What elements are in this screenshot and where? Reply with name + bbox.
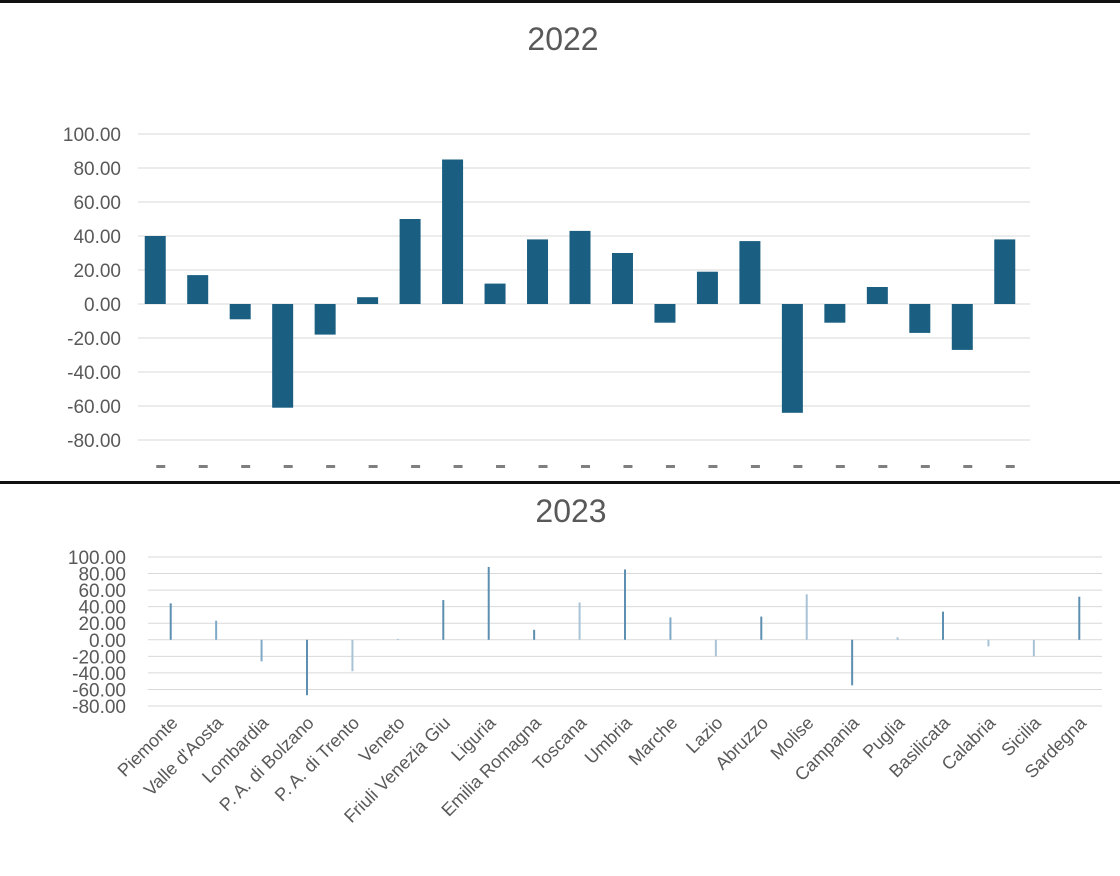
bar — [314, 304, 336, 335]
bar — [187, 275, 209, 304]
y-tick-label: 20.00 — [78, 614, 126, 635]
bar — [484, 283, 506, 304]
x-tick-label-fragment — [496, 465, 506, 468]
bar — [399, 219, 421, 304]
bar — [781, 304, 803, 413]
y-tick-label: 60.00 — [78, 581, 126, 602]
bar — [442, 600, 445, 640]
bar — [306, 639, 308, 696]
x-tick-label-fragment — [326, 465, 336, 468]
y-tick-label: 80.00 — [73, 159, 121, 180]
bar — [357, 297, 379, 304]
x-tick-label-fragment — [581, 465, 590, 468]
chart-2022-panel: 2022 100.00 80.00 60.00 40.00 20.00 0.00 -20.00… — [0, 0, 1120, 468]
bar — [987, 639, 990, 647]
y-tick-label: 100.00 — [63, 125, 121, 146]
y-tick-label: 60.00 — [73, 193, 121, 214]
x-tick-label-fragment — [793, 465, 803, 468]
chart-title: 2022 — [527, 21, 598, 57]
y-tick-label: -60.00 — [67, 397, 121, 418]
x-tick-label-fragment — [411, 465, 421, 468]
bar — [696, 271, 718, 304]
bar — [951, 304, 973, 350]
y-tick-label: -80.00 — [67, 431, 121, 452]
y-tick-label: -80.00 — [72, 697, 126, 718]
bar — [760, 616, 763, 640]
x-tick-label-fragment — [538, 465, 548, 468]
x-tick-label-fragment — [665, 465, 675, 468]
x-tick-label-fragment — [750, 465, 760, 468]
bar — [942, 611, 944, 640]
bar — [144, 236, 166, 304]
x-tick-label-fragment — [241, 465, 251, 468]
bar — [533, 629, 536, 640]
x-tick-label-fragment — [878, 465, 888, 468]
bar — [229, 304, 251, 320]
bar — [169, 603, 172, 640]
bar — [909, 304, 931, 333]
chart-2023: 2023 100.0080.0060.0040.0020.000.00-20.00… — [68, 493, 1102, 827]
bar — [1032, 639, 1035, 657]
bar — [739, 241, 761, 304]
bar — [994, 239, 1016, 304]
y-tick-label: 80.00 — [78, 565, 126, 586]
chart-2022: 2022 100.00 80.00 60.00 40.00 20.00 0.00 -20.00… — [63, 21, 1030, 468]
bar — [805, 594, 808, 640]
bar — [611, 253, 633, 304]
bar — [866, 287, 888, 304]
y-tick-label: 40.00 — [78, 598, 126, 619]
bar — [1078, 596, 1081, 640]
y-tick-label: 100.00 — [68, 548, 126, 569]
x-tick-label: Marche — [625, 713, 682, 770]
x-tick-label-fragment — [368, 465, 378, 468]
x-tick-label-fragment — [835, 465, 845, 468]
x-tick-label-fragment — [623, 465, 633, 468]
x-tick-label-fragment — [283, 465, 293, 468]
y-tick-label: -40.00 — [67, 363, 121, 384]
x-tick-label-fragment — [963, 465, 973, 468]
y-tick-label: -60.00 — [72, 680, 126, 701]
bar — [527, 239, 549, 304]
x-tick-label-fragment — [708, 465, 718, 468]
y-tick-label: 0.00 — [89, 631, 126, 652]
y-tick-label: 20.00 — [73, 261, 121, 282]
x-tick-label-fragment — [1005, 465, 1015, 468]
bar — [654, 304, 676, 323]
chart-title: 2023 — [535, 493, 606, 529]
bar — [442, 159, 464, 304]
x-tick-label-fragment — [920, 465, 930, 468]
y-tick-label: 40.00 — [73, 227, 121, 248]
x-tick-label-fragment — [156, 465, 166, 468]
y-tick-label: -20.00 — [67, 329, 121, 350]
bar — [824, 304, 846, 323]
bar — [896, 637, 899, 640]
bar — [578, 602, 581, 640]
bar — [714, 639, 717, 657]
x-tick-label-fragment — [198, 465, 208, 468]
chart-2023-panel: 2023 100.00 80.00 60.00 40.00 20.00 0.00 -20.00… — [0, 481, 1120, 874]
bar — [487, 566, 490, 640]
bar — [851, 639, 854, 686]
bar — [351, 639, 354, 672]
bar — [624, 569, 626, 640]
y-tick-label: 0.00 — [84, 295, 121, 316]
bar — [260, 639, 263, 662]
bar — [669, 617, 672, 640]
bar — [569, 230, 591, 304]
y-tick-label: -40.00 — [72, 664, 126, 685]
bar — [215, 620, 218, 640]
bar — [272, 304, 294, 408]
x-tick-label-fragment — [453, 465, 463, 468]
bar — [396, 638, 399, 640]
y-tick-label: -20.00 — [72, 647, 126, 668]
